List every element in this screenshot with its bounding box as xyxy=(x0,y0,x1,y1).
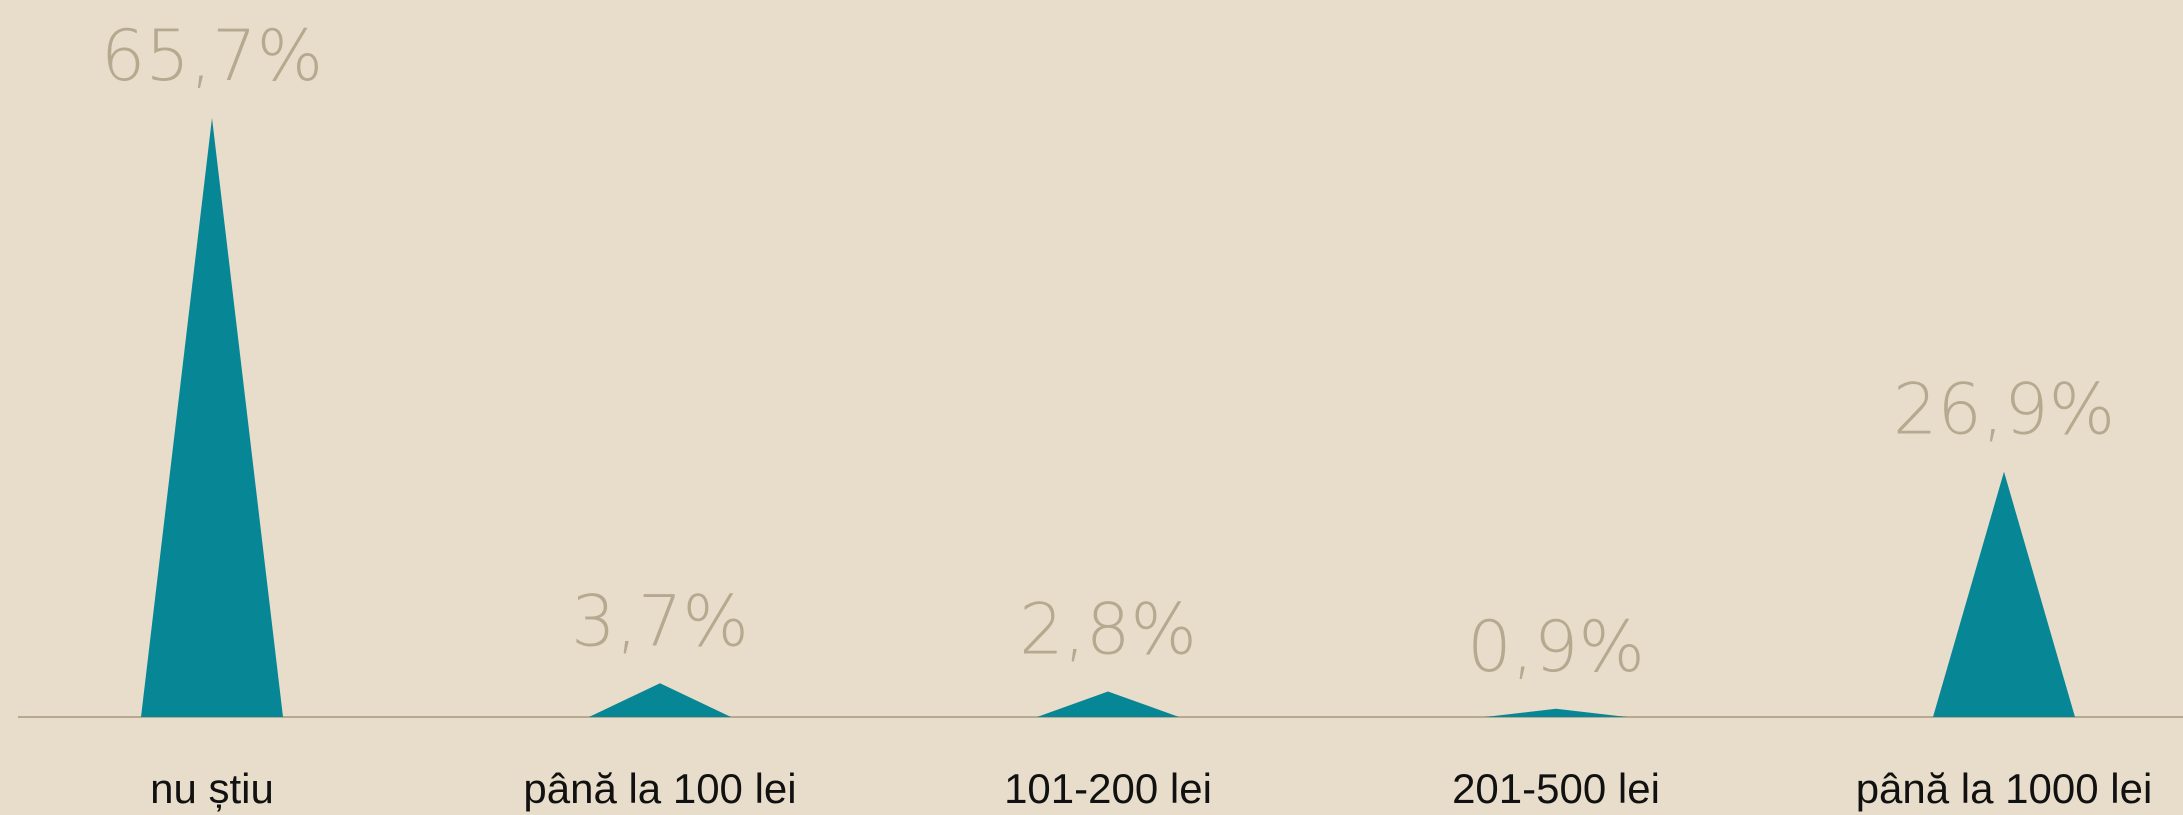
x-tick-label: 201-500 lei xyxy=(1452,765,1660,812)
x-tick-label: până la 1000 lei xyxy=(1856,765,2153,812)
value-label: 0,9% xyxy=(1467,606,1645,688)
bar xyxy=(141,118,283,717)
bar xyxy=(1485,708,1627,717)
value-label: 26,9% xyxy=(1893,369,2115,451)
value-label: 65,7% xyxy=(101,15,323,97)
bar xyxy=(1037,691,1179,717)
x-tick-label: până la 100 lei xyxy=(523,765,796,812)
x-tick-label: 101-200 lei xyxy=(1004,765,1212,812)
value-label: 2,8% xyxy=(1019,588,1197,670)
bar xyxy=(1933,471,2075,717)
bar xyxy=(589,683,731,717)
x-tick-label: nu știu xyxy=(150,765,274,812)
value-label: 3,7% xyxy=(571,580,749,662)
